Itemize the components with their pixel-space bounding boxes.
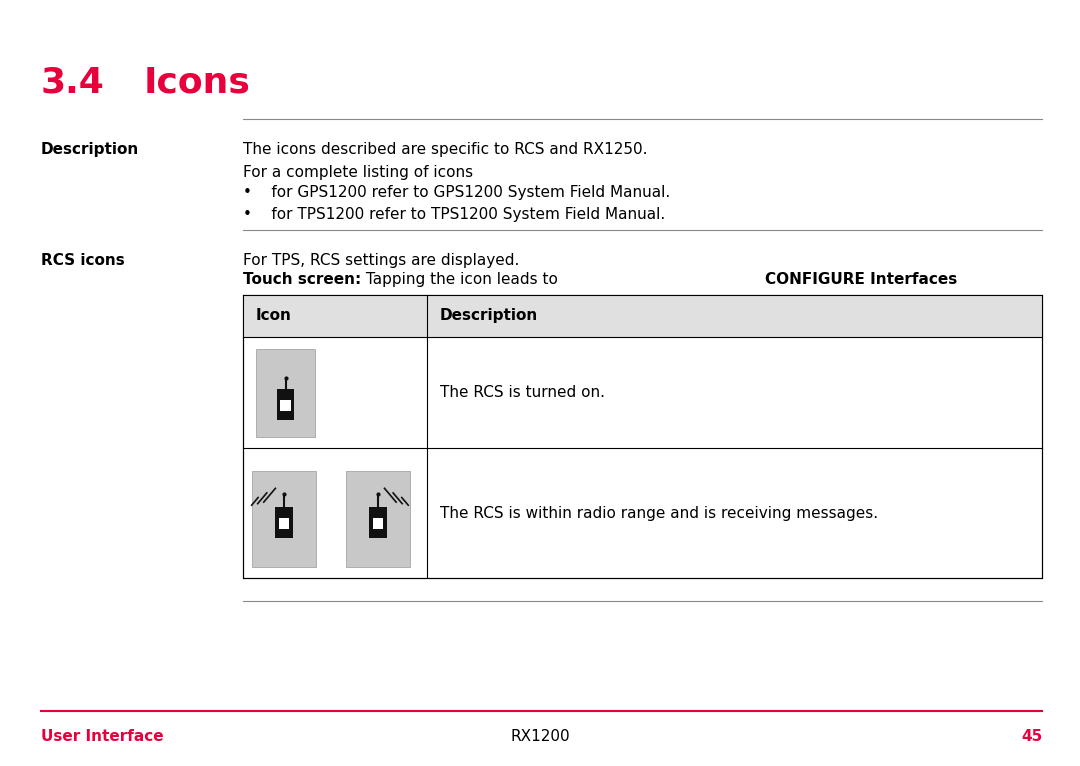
FancyBboxPatch shape xyxy=(243,295,1042,578)
FancyBboxPatch shape xyxy=(275,508,293,538)
Text: Tapping the icon leads to: Tapping the icon leads to xyxy=(361,272,563,287)
Text: •    for TPS1200 refer to TPS1200 System Field Manual.: • for TPS1200 refer to TPS1200 System Fi… xyxy=(243,207,665,222)
Text: RX1200: RX1200 xyxy=(510,729,570,745)
Text: 45: 45 xyxy=(1021,729,1042,745)
Text: The icons described are specific to RCS and RX1250.: The icons described are specific to RCS … xyxy=(243,142,648,157)
FancyBboxPatch shape xyxy=(243,295,1042,337)
Text: Icons: Icons xyxy=(144,65,251,99)
FancyBboxPatch shape xyxy=(276,389,294,420)
Text: •    for GPS1200 refer to GPS1200 System Field Manual.: • for GPS1200 refer to GPS1200 System Fi… xyxy=(243,185,671,201)
FancyBboxPatch shape xyxy=(281,400,292,411)
Text: CONFIGURE Interfaces: CONFIGURE Interfaces xyxy=(765,272,957,287)
Text: The RCS is turned on.: The RCS is turned on. xyxy=(440,385,605,400)
Text: Description: Description xyxy=(41,142,139,157)
FancyBboxPatch shape xyxy=(346,471,410,567)
FancyBboxPatch shape xyxy=(256,349,315,437)
Text: RCS icons: RCS icons xyxy=(41,253,125,268)
Text: Description: Description xyxy=(440,309,538,323)
FancyBboxPatch shape xyxy=(252,471,316,567)
FancyBboxPatch shape xyxy=(279,518,289,529)
Text: For a complete listing of icons: For a complete listing of icons xyxy=(243,165,473,180)
Text: User Interface: User Interface xyxy=(41,729,164,745)
FancyBboxPatch shape xyxy=(369,508,387,538)
Text: For TPS, RCS settings are displayed.: For TPS, RCS settings are displayed. xyxy=(243,253,519,268)
FancyBboxPatch shape xyxy=(373,518,383,529)
Text: The RCS is within radio range and is receiving messages.: The RCS is within radio range and is rec… xyxy=(440,506,878,521)
Text: Icon: Icon xyxy=(256,309,292,323)
Text: 3.4: 3.4 xyxy=(41,65,105,99)
Text: Touch screen:: Touch screen: xyxy=(243,272,361,287)
